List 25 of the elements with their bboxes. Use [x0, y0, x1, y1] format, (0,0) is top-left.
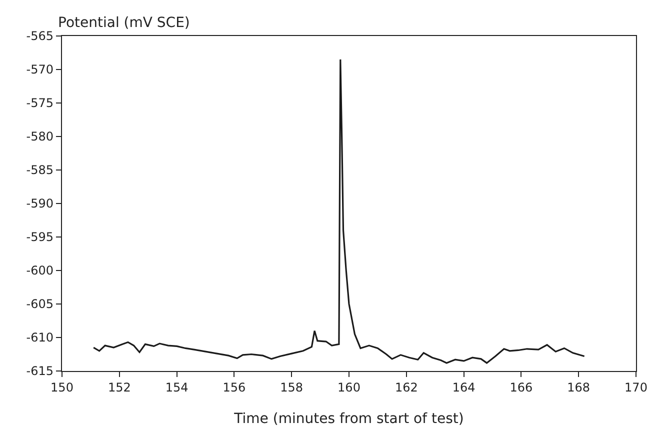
- x-tick-label: 150: [50, 380, 74, 394]
- y-tick-label: -610: [26, 330, 54, 345]
- x-tick-label: 160: [338, 380, 360, 394]
- y-tick-label: -605: [26, 297, 54, 312]
- x-tick-label: 158: [280, 380, 304, 394]
- x-tick-label: 162: [394, 380, 418, 394]
- y-tick-label: -615: [26, 364, 54, 378]
- x-tick-label: 166: [510, 380, 533, 394]
- x-tick-label: 156: [222, 380, 246, 394]
- y-tick-label: -570: [26, 62, 54, 77]
- line-series: [92, 58, 586, 364]
- x-axis-title: Time (minutes from start of test): [233, 411, 464, 428]
- y-tick-label: -585: [26, 163, 54, 178]
- x-tick-label: 152: [108, 380, 131, 394]
- y-tick-label: -565: [26, 29, 54, 44]
- x-tick-label: 170: [624, 380, 648, 394]
- y-tick-label: -590: [26, 196, 54, 211]
- y-tick-label: -600: [26, 264, 54, 278]
- y-tick-label: -580: [26, 130, 54, 144]
- y-axis-title: Potential (mV SCE): [58, 15, 190, 31]
- y-tick-label: -595: [26, 230, 54, 244]
- y-tick-label: -575: [26, 96, 54, 110]
- x-tick-label: 154: [165, 380, 188, 394]
- x-tick-label: 168: [567, 380, 590, 394]
- x-tick-label: 164: [452, 380, 476, 394]
